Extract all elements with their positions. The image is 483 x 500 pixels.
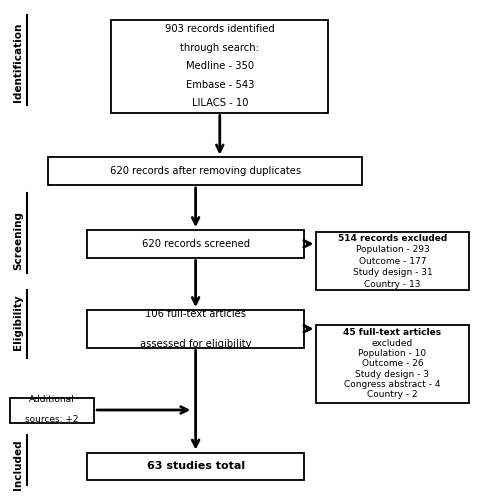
Bar — [48, 158, 362, 185]
Bar — [316, 232, 469, 290]
Text: 514 records excluded: 514 records excluded — [338, 234, 447, 242]
Text: Screening: Screening — [14, 210, 23, 270]
Text: Medline - 350: Medline - 350 — [185, 61, 254, 71]
Text: Identification: Identification — [14, 23, 23, 102]
Text: excluded: excluded — [372, 338, 413, 347]
Text: Study design - 31: Study design - 31 — [353, 268, 432, 277]
Text: Study design - 3: Study design - 3 — [355, 370, 429, 378]
Text: Embase - 543: Embase - 543 — [185, 80, 254, 90]
Text: 620 records after removing duplicates: 620 records after removing duplicates — [110, 166, 301, 176]
Text: Outcome - 177: Outcome - 177 — [359, 256, 426, 266]
Bar — [10, 398, 94, 422]
Bar — [87, 452, 304, 480]
Bar — [87, 310, 304, 348]
Text: 45 full-text articles: 45 full-text articles — [343, 328, 441, 338]
Text: 620 records screened: 620 records screened — [142, 239, 250, 248]
Text: 903 records identified: 903 records identified — [165, 24, 275, 34]
Text: through search:: through search: — [180, 43, 259, 52]
Text: Eligibility: Eligibility — [14, 294, 23, 350]
Text: Population - 293: Population - 293 — [355, 245, 429, 254]
Text: Country - 2: Country - 2 — [367, 390, 418, 399]
Text: sources: +2: sources: +2 — [25, 416, 79, 424]
Text: Country - 13: Country - 13 — [364, 280, 421, 288]
Text: assessed for eligibility: assessed for eligibility — [140, 339, 251, 349]
Text: LILACS - 10: LILACS - 10 — [192, 98, 248, 108]
Text: 106 full-text articles: 106 full-text articles — [145, 308, 246, 319]
Text: Congress abstract - 4: Congress abstract - 4 — [344, 380, 440, 389]
Text: Included: Included — [14, 440, 23, 490]
Text: Outcome - 26: Outcome - 26 — [362, 359, 423, 368]
Bar — [316, 325, 469, 402]
Bar — [87, 230, 304, 258]
Text: Additional: Additional — [29, 396, 75, 404]
Bar — [111, 20, 328, 112]
Text: 63 studies total: 63 studies total — [146, 461, 245, 471]
Text: Population - 10: Population - 10 — [358, 349, 426, 358]
